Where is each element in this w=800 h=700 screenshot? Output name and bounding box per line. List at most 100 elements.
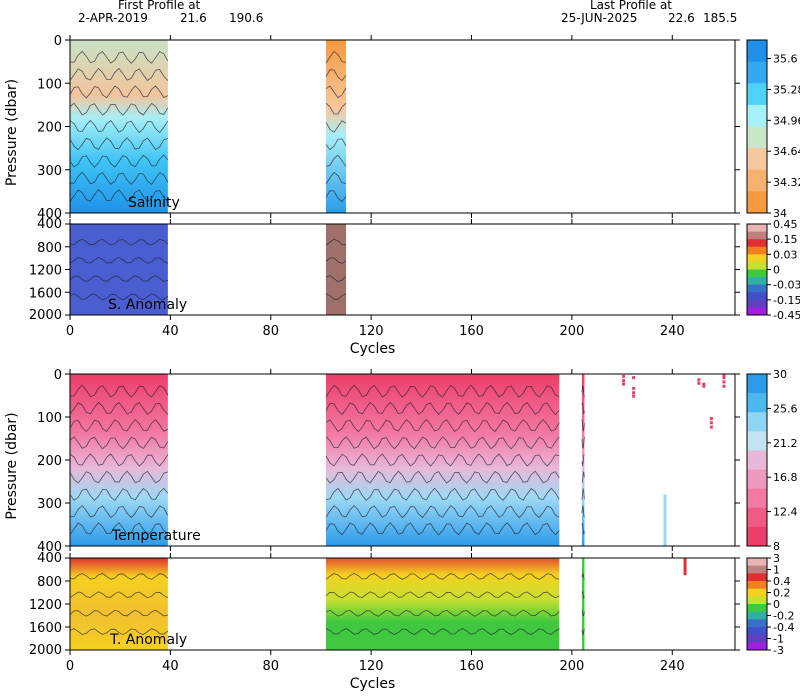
sparse-point — [632, 391, 636, 395]
colorbar-tick-label: 0.03 — [773, 248, 798, 261]
y-tick-label: 800 — [37, 575, 62, 590]
y-tick-label: 400 — [37, 540, 62, 555]
colorbar-segment — [747, 588, 767, 597]
colorbar-segment — [747, 374, 767, 394]
contour-line — [325, 69, 347, 82]
x-tick-label: 0 — [66, 659, 74, 674]
contour-line — [325, 275, 347, 282]
colorbar-tick-label: 16.8 — [773, 471, 798, 484]
contour-line — [69, 137, 169, 151]
colorbar-segment — [747, 450, 767, 471]
colorbar-tick-label: 21.2 — [773, 437, 798, 450]
colorbar-segment — [747, 126, 767, 149]
contour-line — [325, 190, 347, 203]
colorbar-segment — [747, 292, 767, 301]
contour-line — [69, 85, 169, 99]
y-tick-label: 300 — [37, 164, 62, 179]
x-tick-label: 120 — [359, 324, 384, 339]
colorbar-segment — [747, 642, 767, 651]
sparse-point — [709, 417, 713, 420]
y-tick-label: 200 — [37, 454, 62, 469]
first-profile-lon: 190.6 — [229, 11, 263, 25]
colorbar-segment — [747, 191, 767, 214]
x-axis-label: Cycles — [350, 341, 396, 357]
x-tick-label: 80 — [262, 324, 279, 339]
panel-label: S. Anomaly — [108, 297, 187, 313]
sparse-point — [709, 421, 713, 425]
colorbar-segment — [747, 526, 767, 547]
y-tick-label: 400 — [37, 551, 62, 566]
contour-line — [69, 470, 169, 484]
colorbar-segment — [747, 596, 767, 605]
sparse-point — [722, 374, 726, 377]
colorbar-tick-label: -0.4 — [773, 621, 794, 634]
sparse-point — [702, 384, 706, 388]
contour-line — [325, 505, 560, 519]
contour-line — [325, 591, 560, 599]
y-tick-label: 1200 — [29, 264, 62, 279]
x-tick-label: 40 — [162, 659, 179, 674]
contour-line — [325, 138, 347, 151]
sparse-point — [722, 380, 726, 384]
contour-line — [325, 609, 560, 617]
salinity-panel: 0 100 200 300 400 Pressure (dbar) Salinity — [4, 34, 740, 222]
colorbar-tick-label: -0.15 — [773, 294, 800, 307]
colorbar-frame — [746, 39, 768, 214]
contour-line — [325, 522, 560, 536]
data-block-0 — [70, 558, 168, 650]
colorbar-segment — [747, 619, 767, 628]
temperature-panel: 0 100 200 300 400 Pressure (dbar) Temperature — [4, 368, 740, 555]
contour-line — [581, 504, 585, 518]
contour-line — [69, 487, 169, 501]
colorbar-segment — [747, 261, 767, 270]
colorbar-segment — [747, 231, 767, 240]
contour-line — [581, 384, 585, 398]
x-tick-label: 0 — [66, 324, 74, 339]
colorbar-segment — [747, 565, 767, 574]
contour-line — [69, 293, 169, 301]
y-tick-label: 200 — [37, 121, 62, 136]
sparse-point — [632, 386, 636, 390]
y-tick-label: 2000 — [29, 643, 62, 658]
y-tick-label: 100 — [37, 411, 62, 426]
colorbar-segment — [747, 469, 767, 490]
contour-line — [325, 120, 347, 133]
contour-line — [581, 419, 585, 432]
contour-line — [69, 189, 169, 203]
contour-line — [325, 171, 347, 185]
colorbar-segment — [747, 40, 767, 63]
contour-line — [325, 50, 347, 64]
contour-line — [69, 401, 169, 415]
contour-line — [325, 85, 347, 99]
colorbar-segment — [747, 169, 767, 192]
x-tick-label: 200 — [559, 324, 584, 339]
colorbar-tick-label: 34.32 — [773, 176, 800, 189]
contour-line — [325, 257, 347, 264]
colorbar-segment — [747, 307, 767, 316]
contour-line — [581, 471, 585, 483]
colorbar-segment — [747, 269, 767, 278]
panel-label: Temperature — [111, 528, 201, 544]
contour-line — [70, 505, 169, 519]
salinity-colorbar: 34 34.32 34.64 34.96 35.28 35.6 — [746, 39, 800, 220]
x-tick-label: 160 — [459, 659, 484, 674]
colorbar-tick-label: -3 — [773, 644, 784, 657]
contour-line — [69, 591, 169, 599]
colorbar-segment — [747, 627, 767, 636]
contour-line — [325, 436, 560, 450]
contour-line — [325, 293, 347, 300]
data-block-1 — [325, 40, 347, 213]
y-tick-label: 1200 — [29, 598, 62, 613]
x-tick-label: 240 — [660, 324, 685, 339]
temperature-anomaly-panel: 400 800 1200 1600 2000 0 40 80 120 160 200 240 Cycle… — [29, 551, 740, 692]
contour-line — [325, 470, 560, 484]
panel-label: T. Anomaly — [109, 632, 187, 648]
colorbar-tick-label: 0 — [773, 598, 780, 611]
contour-line — [581, 610, 585, 617]
sparse-point — [622, 374, 626, 378]
contour-line — [325, 419, 560, 433]
contour-line — [325, 453, 560, 467]
sparse-point — [697, 381, 701, 385]
y-tick-label: 800 — [37, 241, 62, 256]
colorbar-segment — [747, 246, 767, 255]
